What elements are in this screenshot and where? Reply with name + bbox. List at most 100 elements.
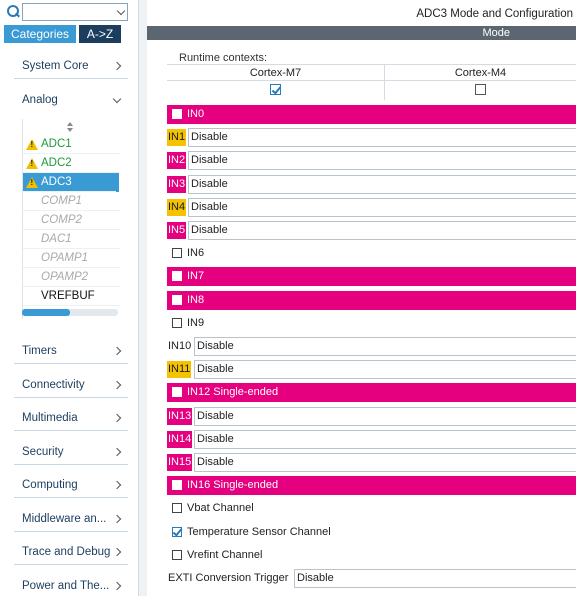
channel-mode-select[interactable]: Disable <box>188 175 576 194</box>
category-multimedia[interactable]: Multimedia <box>14 405 128 431</box>
search-input[interactable] <box>22 3 128 21</box>
tab-a-to-z[interactable]: A->Z <box>79 25 121 43</box>
list-item-adc3[interactable]: ADC3 <box>23 173 119 192</box>
channel-mode-select[interactable]: Disable <box>194 337 576 356</box>
tab-categories[interactable]: Categories <box>4 25 76 43</box>
channel-row-in7: IN7 <box>167 267 576 286</box>
channel-label: Vbat Channel <box>187 502 254 514</box>
channel-checkbox[interactable] <box>172 387 182 397</box>
channel-row-in14: IN14 Disable <box>167 430 576 449</box>
category-middleware[interactable]: Middleware an... <box>14 506 128 532</box>
warning-icon <box>26 139 38 150</box>
channel-row-in2: IN2 Disable <box>167 151 576 170</box>
channel-row-in12-single-ended: IN12 Single-ended <box>167 383 576 402</box>
runtime-contexts-table: Cortex-M7 Cortex-M4 <box>167 64 576 100</box>
channel-mode-select[interactable]: Disable <box>194 453 576 472</box>
context-checkbox-cortex-m4[interactable] <box>475 84 486 95</box>
channel-label: EXTI Conversion Trigger <box>168 572 289 584</box>
category-power-and-thermal[interactable]: Power and The... <box>14 573 128 596</box>
channel-mode-select[interactable]: Disable <box>194 430 576 449</box>
channel-checkbox[interactable] <box>172 109 182 119</box>
scrollbar-thumb[interactable] <box>22 309 70 316</box>
list-item-opamp1[interactable]: OPAMP1 <box>23 249 120 268</box>
list-item-label: OPAMP1 <box>41 252 89 264</box>
channel-row-in6: IN6 <box>167 244 576 263</box>
chevron-right-icon <box>112 514 122 523</box>
list-item-vrefbuf[interactable]: VREFBUF <box>23 287 120 306</box>
list-item-adc2[interactable]: ADC2 <box>23 154 120 173</box>
context-checkbox-cortex-m7[interactable] <box>270 84 281 95</box>
context-column-cortex-m7: Cortex-M7 <box>167 65 385 100</box>
channel-row-in1: IN1 Disable <box>167 128 576 147</box>
channel-label: IN15 <box>167 454 193 471</box>
context-header: Cortex-M4 <box>385 65 576 81</box>
channel-checkbox[interactable] <box>172 271 182 281</box>
category-computing[interactable]: Computing <box>14 472 128 498</box>
category-security[interactable]: Security <box>14 439 128 465</box>
channel-row-in4: IN4 Disable <box>167 198 576 217</box>
list-item-opamp2[interactable]: OPAMP2 <box>23 268 120 287</box>
category-label: System Core <box>22 59 89 72</box>
category-label: Analog <box>22 94 58 106</box>
channel-row-in9: IN9 <box>167 314 576 333</box>
category-label: Middleware an... <box>22 512 107 525</box>
list-item-label: OPAMP2 <box>41 271 89 283</box>
channel-checkbox[interactable] <box>172 503 182 513</box>
channel-mode-select[interactable]: Disable <box>188 221 576 240</box>
channel-label: IN9 <box>187 317 205 329</box>
list-horizontal-scrollbar[interactable] <box>22 309 118 316</box>
channel-checkbox[interactable] <box>172 527 182 537</box>
category-label: Trace and Debug <box>22 545 111 558</box>
category-timers[interactable]: Timers <box>14 338 128 364</box>
channel-row-temperature-sensor-channel: Temperature Sensor Channel <box>167 523 576 542</box>
list-item-comp2[interactable]: COMP2 <box>23 211 120 230</box>
channel-mode-select[interactable]: Disable <box>194 360 576 379</box>
channel-label: Temperature Sensor Channel <box>187 526 331 538</box>
sidebar-tabs: Categories A->Z <box>4 25 121 43</box>
list-item-adc1[interactable]: ADC1 <box>23 135 120 154</box>
search-icon[interactable] <box>4 3 22 21</box>
sidebar: Categories A->Z System Core Analog ADC1 … <box>0 0 138 596</box>
analog-peripheral-list: ADC1 ADC2 ADC3 COMP1 COMP2 DAC1 OPAMP1 O… <box>22 119 120 319</box>
channel-mode-select[interactable]: Disable <box>188 151 576 170</box>
category-label: Connectivity <box>22 378 85 391</box>
warning-icon <box>26 177 38 188</box>
category-label: Timers <box>22 344 57 357</box>
channel-checkbox[interactable] <box>172 318 182 328</box>
channel-mode-select[interactable]: Disable <box>294 569 576 588</box>
channel-label: IN13 <box>167 408 193 425</box>
panel-splitter[interactable] <box>138 0 147 596</box>
list-vertical-scrollbar[interactable] <box>116 174 119 192</box>
channel-row-in15: IN15 Disable <box>167 453 576 472</box>
channel-label: IN0 <box>187 108 205 120</box>
channel-row-exti-conversion-trigger: EXTI Conversion Trigger Disable <box>167 569 576 588</box>
list-item-label: COMP1 <box>41 195 82 207</box>
channel-label: Vrefint Channel <box>187 549 263 561</box>
sort-arrows-icon[interactable] <box>23 119 120 135</box>
channel-checkbox[interactable] <box>172 295 182 305</box>
list-item-dac1[interactable]: DAC1 <box>23 230 120 249</box>
list-item-comp1[interactable]: COMP1 <box>23 192 120 211</box>
category-trace-and-debug[interactable]: Trace and Debug <box>14 539 128 565</box>
category-connectivity[interactable]: Connectivity <box>14 372 128 398</box>
chevron-right-icon <box>112 413 122 422</box>
channel-label: IN12 Single-ended <box>187 386 279 398</box>
channel-row-in8: IN8 <box>167 291 576 310</box>
channel-label: IN14 <box>167 431 193 448</box>
channel-mode-select[interactable]: Disable <box>188 128 576 147</box>
channel-mode-select[interactable]: Disable <box>188 198 576 217</box>
channel-checkbox[interactable] <box>172 550 182 560</box>
category-analog[interactable]: Analog <box>14 87 128 113</box>
channel-row-in3: IN3 Disable <box>167 175 576 194</box>
channel-label: IN8 <box>187 294 205 306</box>
chevron-right-icon <box>112 346 122 355</box>
chevron-right-icon <box>112 447 122 456</box>
channel-mode-select[interactable]: Disable <box>194 407 576 426</box>
page-title: ADC3 Mode and Configuration <box>416 8 573 20</box>
mode-section-header[interactable]: Mode <box>147 26 576 40</box>
channel-label: IN4 <box>167 199 187 216</box>
channel-checkbox[interactable] <box>172 480 182 490</box>
channel-label: IN6 <box>187 247 205 259</box>
category-system-core[interactable]: System Core <box>14 53 128 79</box>
channel-checkbox[interactable] <box>172 248 182 258</box>
